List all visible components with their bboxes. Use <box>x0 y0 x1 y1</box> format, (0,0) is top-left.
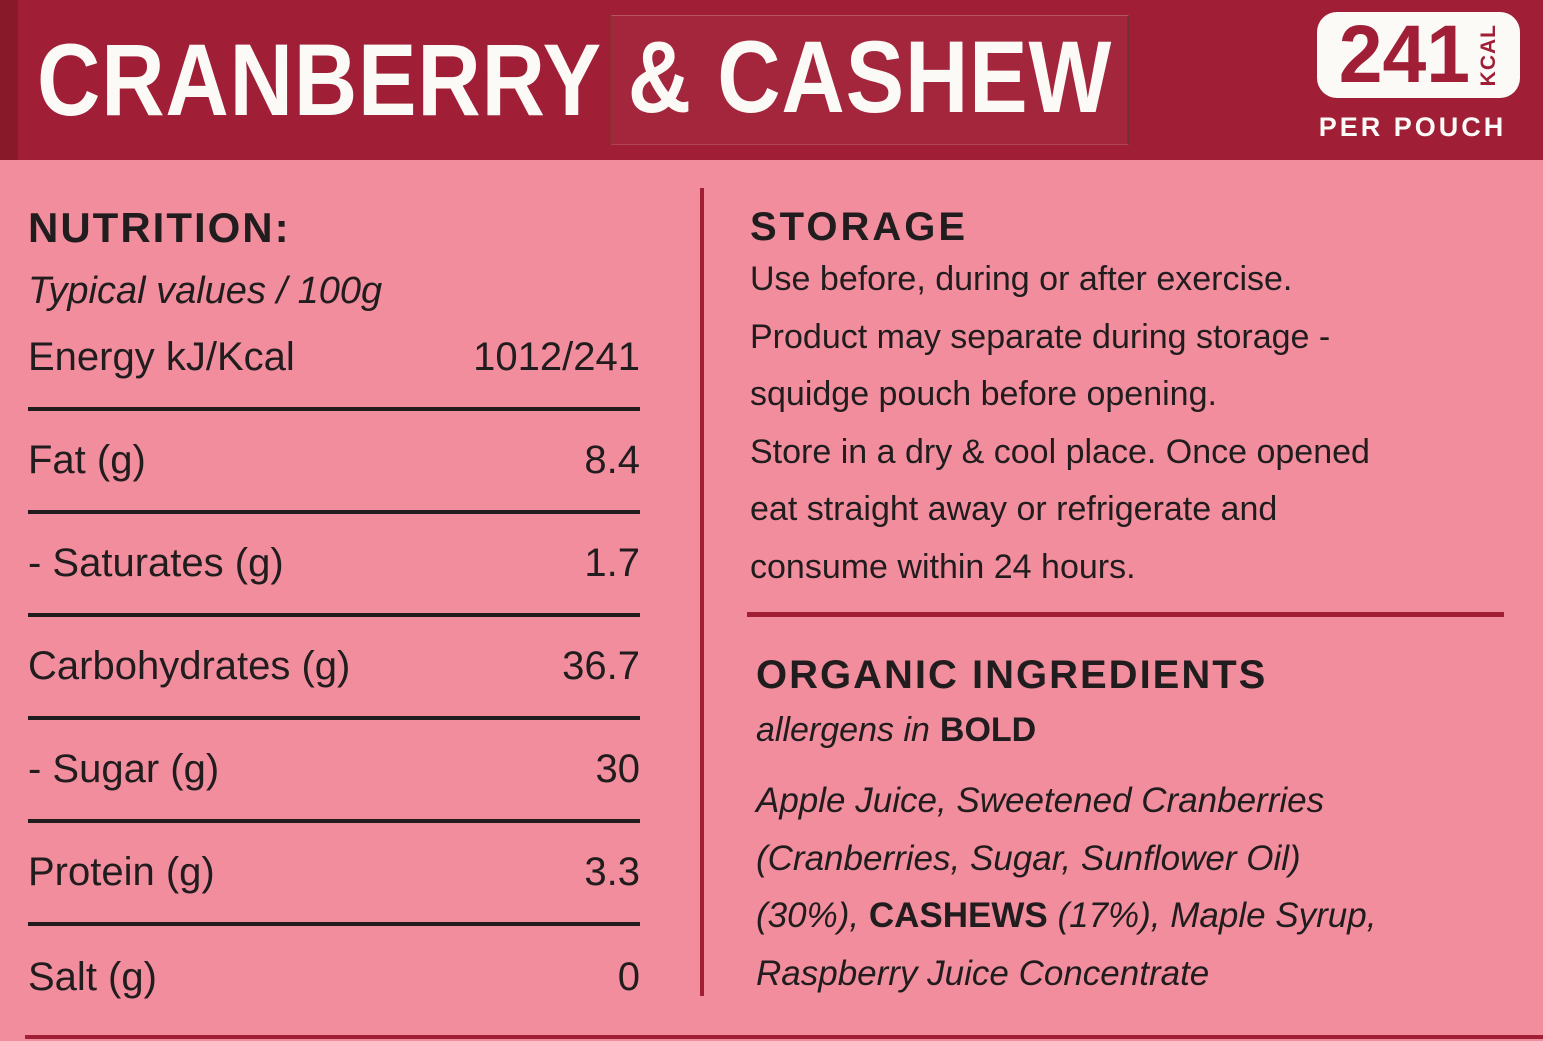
table-row-salt: Salt (g) 0 <box>28 926 640 1029</box>
row-label: Carbohydrates (g) <box>28 644 351 688</box>
storage-line: Store in a dry & cool place. Once opened <box>750 432 1370 471</box>
table-row-sugar: - Sugar (g) 30 <box>28 720 640 823</box>
ingredients-heading: ORGANIC INGREDIENTS <box>756 653 1268 697</box>
header-bar: CRANBERRY & CASHEW 241 KCAL PER POUCH <box>0 0 1543 160</box>
row-value: 30 <box>595 747 641 791</box>
nutrition-subheading: Typical values / 100g <box>28 270 383 312</box>
allergen-note: allergens in BOLD <box>756 710 1036 751</box>
per-pouch-label: PER POUCH <box>1318 112 1507 142</box>
ingredients-line: (Cranberries, Sugar, Sunflower Oil) <box>756 838 1301 878</box>
storage-line: eat straight away or refrigerate and <box>750 490 1278 528</box>
row-value: 1012/241 <box>473 335 640 379</box>
nutrition-table: Energy kJ/Kcal 1012/241 Fat (g) 8.4 - Sa… <box>28 308 640 1029</box>
ingredients-text: Apple Juice, Sweetened Cranberries (Cran… <box>756 772 1520 1002</box>
row-label: Fat (g) <box>28 438 146 482</box>
right-column: STORAGE Use before, during or after exer… <box>750 185 1520 1041</box>
ingredients-line: Apple Juice, Sweetened Cranberries <box>756 781 1325 820</box>
storage-line: consume within 24 hours. <box>750 547 1136 586</box>
ingredients-line: Raspberry Juice Concentrate <box>756 953 1210 993</box>
row-value: 8.4 <box>584 438 640 482</box>
kcal-badge: 241 KCAL <box>1317 12 1520 98</box>
row-value: 3.3 <box>584 850 640 894</box>
product-title-part2: & CASHEW <box>627 20 1113 134</box>
bottom-rule <box>25 1035 1543 1039</box>
storage-line: Product may separate during storage - <box>750 317 1331 356</box>
storage-line: Use before, during or after exercise. <box>750 260 1293 298</box>
storage-heading: STORAGE <box>750 205 969 249</box>
row-label: Energy kJ/Kcal <box>28 335 295 379</box>
table-row-protein: Protein (g) 3.3 <box>28 823 640 926</box>
storage-ingredients-divider <box>747 612 1504 617</box>
allergen-note-bold: BOLD <box>939 711 1037 749</box>
kcal-unit-label: KCAL <box>1477 23 1501 87</box>
storage-line: squidge pouch before opening. <box>750 375 1217 413</box>
row-label: - Saturates (g) <box>28 541 284 585</box>
row-value: 0 <box>617 955 640 999</box>
nutrition-heading: NUTRITION: <box>28 204 291 251</box>
allergen-note-italic: allergens in <box>756 711 930 749</box>
table-row-fat: Fat (g) 8.4 <box>28 411 640 514</box>
kcal-value: 241 <box>1338 9 1470 100</box>
row-label: Salt (g) <box>28 955 157 999</box>
product-title: CRANBERRY & CASHEW <box>37 0 1130 160</box>
product-title-part2-box: & CASHEW <box>610 15 1130 145</box>
table-row-energy: Energy kJ/Kcal 1012/241 <box>28 308 640 411</box>
product-title-part1: CRANBERRY <box>37 23 602 137</box>
header-edge-strip <box>0 0 18 160</box>
storage-text: Use before, during or after exercise. Pr… <box>750 251 1520 596</box>
ingredients-line: (30%), CASHEWS (17%), Maple Syrup, <box>756 896 1377 935</box>
row-value: 36.7 <box>562 644 640 688</box>
row-label: Protein (g) <box>28 850 215 894</box>
nutrition-section: NUTRITION: Typical values / 100g Energy … <box>28 185 640 1041</box>
table-row-saturates: - Saturates (g) 1.7 <box>28 514 640 617</box>
row-value: 1.7 <box>584 541 640 585</box>
table-row-carbohydrates: Carbohydrates (g) 36.7 <box>28 617 640 720</box>
column-divider <box>700 188 704 996</box>
row-label: - Sugar (g) <box>28 747 220 791</box>
